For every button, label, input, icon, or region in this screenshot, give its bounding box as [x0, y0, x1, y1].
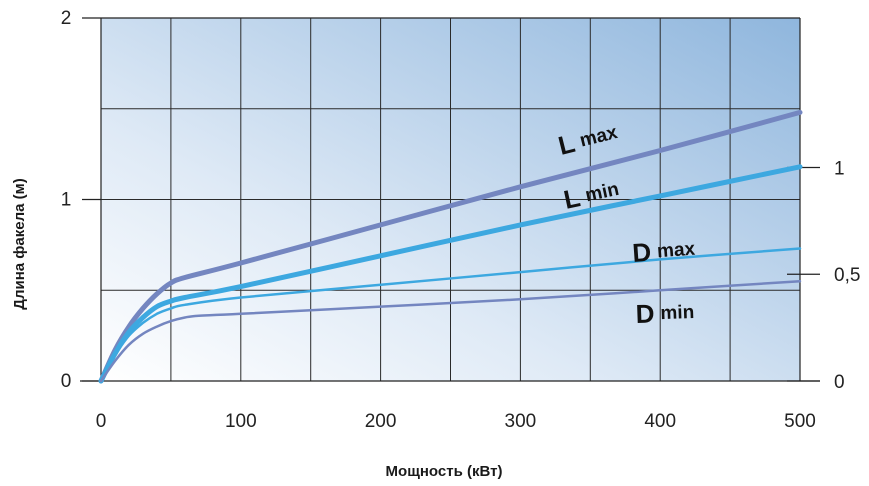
y-axis-title: Длина факела (м)	[11, 178, 28, 309]
y-tick-label: 0	[61, 371, 72, 392]
x-tick-label: 100	[225, 411, 257, 432]
series-line-l-min	[98, 164, 803, 384]
x-tick-label: 500	[784, 411, 816, 432]
x-tick-label: 0	[96, 411, 107, 432]
series-line-d-max	[99, 247, 802, 383]
y-tick-label: 1	[61, 190, 72, 211]
y-tick-label: 2	[61, 8, 72, 29]
series-layer	[98, 109, 803, 384]
right-y-tick-label: 1	[834, 158, 845, 179]
x-tick-label: 200	[365, 411, 397, 432]
series-line-l-max	[98, 109, 803, 384]
right-y-tick-label: 0,5	[834, 265, 860, 286]
axes	[80, 17, 820, 382]
x-tick-label: 300	[505, 411, 537, 432]
x-axis-title: Мощность (кВт)	[386, 463, 503, 480]
right-y-tick-label: 0	[834, 372, 845, 393]
tick-labels: 0 1 2 0 0,5 1 0 100 200 300 400 500	[61, 8, 861, 432]
x-tick-label: 400	[644, 411, 676, 432]
series-line-d-min	[99, 279, 802, 383]
